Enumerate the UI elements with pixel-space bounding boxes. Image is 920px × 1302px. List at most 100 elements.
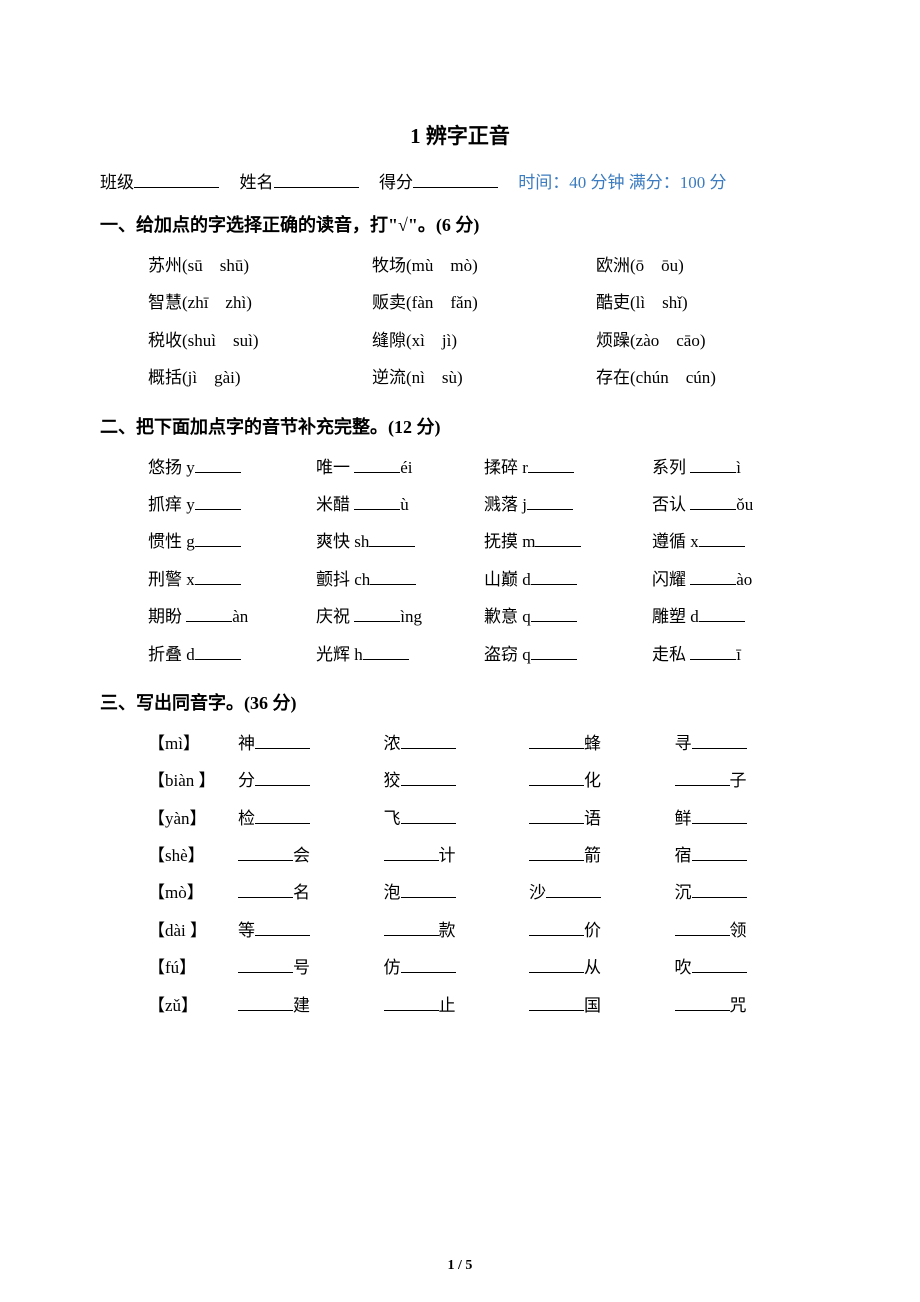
fill-blank[interactable] bbox=[527, 493, 573, 510]
fill-blank[interactable] bbox=[692, 956, 747, 973]
s2-cell: 山巅 d bbox=[484, 561, 652, 598]
s3-cell: 建 bbox=[238, 987, 384, 1024]
s3-row: 【fú】号仿从吹 bbox=[100, 949, 820, 986]
fill-blank[interactable] bbox=[529, 919, 584, 936]
fill-blank[interactable] bbox=[370, 568, 416, 585]
fill-blank[interactable] bbox=[529, 769, 584, 786]
s3-char: 吹 bbox=[675, 958, 692, 977]
s1-row: 苏州(sū shū)牧场(mù mò)欧洲(ō ōu) bbox=[100, 247, 820, 284]
fill-blank[interactable] bbox=[238, 956, 293, 973]
fill-blank[interactable] bbox=[692, 732, 747, 749]
s1-cell: 欧洲(ō ōu) bbox=[596, 247, 820, 284]
section3-rows: 【mì】神浓蜂寻【biàn 】分狡化子【yàn】检飞语鲜【shè】会计箭宿【mò… bbox=[100, 725, 820, 1024]
s3-cell: 会 bbox=[238, 837, 384, 874]
s3-cell: 领 bbox=[675, 912, 821, 949]
fill-blank[interactable] bbox=[529, 732, 584, 749]
fill-blank[interactable] bbox=[195, 568, 241, 585]
fill-blank[interactable] bbox=[238, 844, 293, 861]
fill-blank[interactable] bbox=[529, 807, 584, 824]
fill-blank[interactable] bbox=[692, 844, 747, 861]
fill-blank[interactable] bbox=[186, 605, 232, 622]
fill-blank[interactable] bbox=[675, 919, 730, 936]
fill-blank[interactable] bbox=[255, 769, 310, 786]
fill-blank[interactable] bbox=[675, 994, 730, 1011]
fill-blank[interactable] bbox=[690, 643, 736, 660]
score-blank[interactable] bbox=[413, 170, 498, 188]
s3-cell: 狡 bbox=[384, 762, 530, 799]
s2-cell: 庆祝 ìng bbox=[316, 598, 484, 635]
fill-blank[interactable] bbox=[690, 568, 736, 585]
s3-char: 箭 bbox=[584, 846, 601, 865]
fill-blank[interactable] bbox=[675, 769, 730, 786]
fill-blank[interactable] bbox=[529, 844, 584, 861]
s3-row: 【shè】会计箭宿 bbox=[100, 837, 820, 874]
s2-cell: 期盼 àn bbox=[148, 598, 316, 635]
class-blank[interactable] bbox=[134, 170, 219, 188]
fill-blank[interactable] bbox=[690, 493, 736, 510]
fill-blank[interactable] bbox=[255, 807, 310, 824]
s2-prefix: 雕塑 d bbox=[652, 607, 699, 626]
fill-blank[interactable] bbox=[531, 568, 577, 585]
fill-blank[interactable] bbox=[690, 456, 736, 473]
fill-blank[interactable] bbox=[401, 732, 456, 749]
fill-blank[interactable] bbox=[255, 732, 310, 749]
fill-blank[interactable] bbox=[354, 493, 400, 510]
s3-char: 仿 bbox=[384, 958, 401, 977]
s3-cell: 分 bbox=[238, 762, 384, 799]
fill-blank[interactable] bbox=[384, 844, 439, 861]
s3-char: 浓 bbox=[384, 734, 401, 753]
s3-pinyin: 【biàn 】 bbox=[148, 762, 238, 799]
fill-blank[interactable] bbox=[699, 605, 745, 622]
fill-blank[interactable] bbox=[401, 769, 456, 786]
fill-blank[interactable] bbox=[401, 881, 456, 898]
s3-char: 建 bbox=[293, 996, 310, 1015]
s2-cell: 否认 ǒu bbox=[652, 486, 820, 523]
fill-blank[interactable] bbox=[401, 807, 456, 824]
fill-blank[interactable] bbox=[238, 994, 293, 1011]
s2-cell: 系列 ì bbox=[652, 449, 820, 486]
fill-blank[interactable] bbox=[529, 956, 584, 973]
fill-blank[interactable] bbox=[531, 643, 577, 660]
fill-blank[interactable] bbox=[528, 456, 574, 473]
s2-prefix: 光辉 h bbox=[316, 645, 363, 664]
fill-blank[interactable] bbox=[384, 919, 439, 936]
fill-blank[interactable] bbox=[369, 530, 415, 547]
s3-char: 狡 bbox=[384, 771, 401, 790]
s3-cell: 价 bbox=[529, 912, 675, 949]
s3-cell: 神 bbox=[238, 725, 384, 762]
s2-suffix: éi bbox=[400, 458, 412, 477]
fill-blank[interactable] bbox=[692, 881, 747, 898]
s3-char: 计 bbox=[439, 846, 456, 865]
fill-blank[interactable] bbox=[354, 456, 400, 473]
s3-cell: 宿 bbox=[675, 837, 821, 874]
fill-blank[interactable] bbox=[195, 493, 241, 510]
fill-blank[interactable] bbox=[529, 994, 584, 1011]
fill-blank[interactable] bbox=[195, 530, 241, 547]
s2-cell: 走私 ī bbox=[652, 636, 820, 673]
section2-heading: 二、把下面加点字的音节补充完整。(12 分) bbox=[100, 413, 820, 439]
fill-blank[interactable] bbox=[238, 881, 293, 898]
fill-blank[interactable] bbox=[384, 994, 439, 1011]
fill-blank[interactable] bbox=[255, 919, 310, 936]
fill-blank[interactable] bbox=[692, 807, 747, 824]
fill-blank[interactable] bbox=[363, 643, 409, 660]
page: 1 辨字正音 班级 姓名 得分 时间：40 分钟 满分：100 分 一、给加点的… bbox=[0, 0, 920, 1302]
s1-cell: 苏州(sū shū) bbox=[148, 247, 372, 284]
fill-blank[interactable] bbox=[531, 605, 577, 622]
fill-blank[interactable] bbox=[354, 605, 400, 622]
fill-blank[interactable] bbox=[699, 530, 745, 547]
name-blank[interactable] bbox=[274, 170, 359, 188]
fill-blank[interactable] bbox=[195, 643, 241, 660]
s1-cell: 智慧(zhī zhì) bbox=[148, 284, 372, 321]
s3-pinyin: 【yàn】 bbox=[148, 800, 238, 837]
fill-blank[interactable] bbox=[401, 956, 456, 973]
s2-cell: 米醋 ù bbox=[316, 486, 484, 523]
name-label: 姓名 bbox=[240, 173, 274, 192]
s1-cell: 贩卖(fàn fǎn) bbox=[372, 284, 596, 321]
s2-prefix: 闪耀 bbox=[652, 570, 690, 589]
s3-pinyin: 【fú】 bbox=[148, 949, 238, 986]
s3-row: 【dài 】等款价领 bbox=[100, 912, 820, 949]
fill-blank[interactable] bbox=[546, 881, 601, 898]
fill-blank[interactable] bbox=[195, 456, 241, 473]
fill-blank[interactable] bbox=[535, 530, 581, 547]
